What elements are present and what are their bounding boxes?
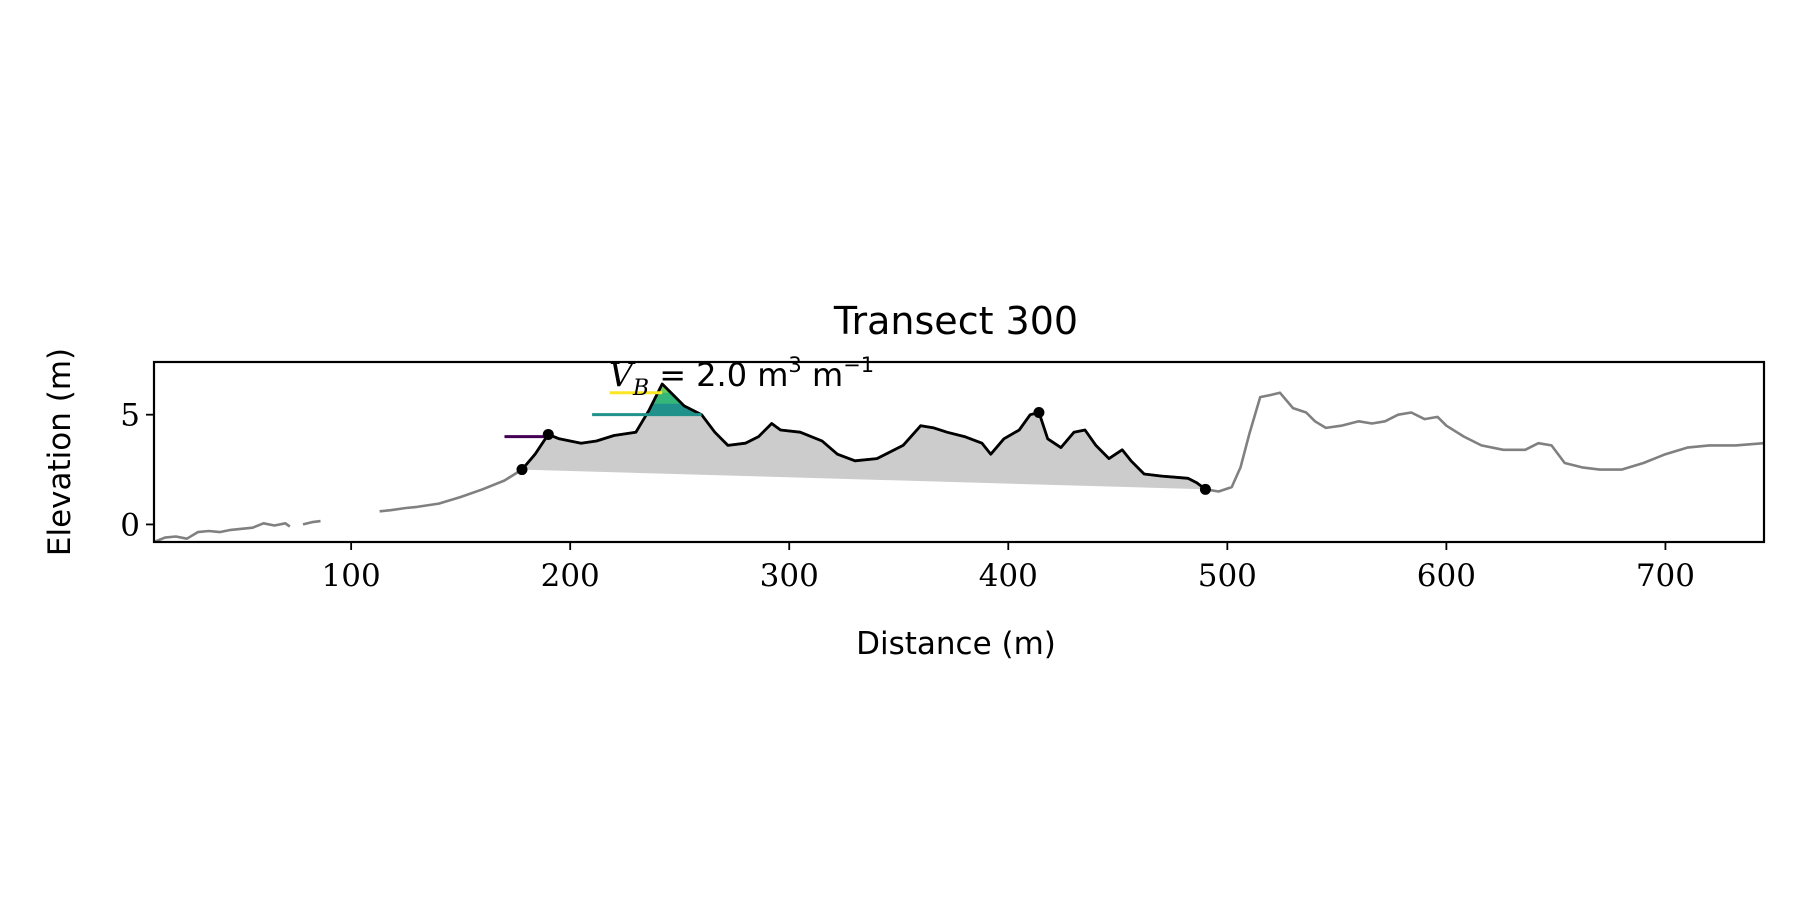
- profile-marker-2: [1033, 406, 1045, 418]
- plot-area: [154, 382, 1764, 542]
- x-tick-label-600: 600: [1417, 558, 1476, 594]
- full-profile-line-1: [302, 519, 321, 526]
- x-tick-label-400: 400: [979, 558, 1038, 594]
- axes-frame: [152, 360, 1766, 544]
- x-tick-label-100: 100: [322, 558, 381, 594]
- full-profile-line-0: [154, 522, 291, 542]
- y-tick-label-5: 5: [120, 398, 140, 434]
- x-tick-label-500: 500: [1198, 558, 1257, 594]
- profile-marker-0: [516, 464, 528, 476]
- x-tick-label-700: 700: [1636, 558, 1695, 594]
- x-tick-label-200: 200: [541, 558, 600, 594]
- volume-annotation: VB = 2.0 m3 m−1: [609, 353, 874, 401]
- plot-clip-group: [154, 382, 1764, 542]
- y-tick-label-0: 0: [120, 507, 140, 543]
- x-axis-label: Distance (m): [856, 626, 1056, 662]
- x-tick-label-300: 300: [760, 558, 819, 594]
- y-axis-label: Elevation (m): [42, 348, 78, 556]
- dune-profile-line: [520, 382, 1207, 491]
- chart-title: Transect 300: [833, 299, 1078, 343]
- level-fill-1-0: [652, 384, 682, 404]
- profile-marker-3: [1199, 483, 1211, 495]
- dune-volume-fill: [522, 384, 1206, 490]
- x-axis-ticks: 100 200 300 400 500 600 700: [322, 542, 1695, 594]
- y-axis-ticks: 05: [120, 398, 154, 543]
- profile-marker-1: [542, 428, 554, 440]
